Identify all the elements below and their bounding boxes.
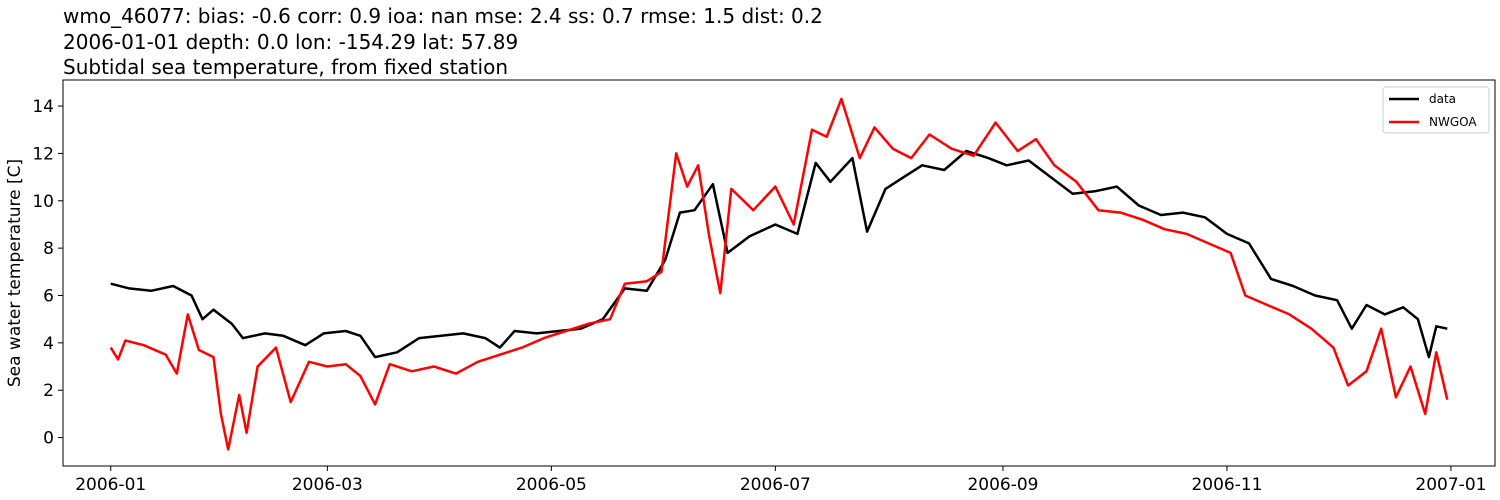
x-tick-label: 2006-01 <box>75 475 146 495</box>
series-line-nwgoa <box>109 97 1449 451</box>
y-tick-label: 2 <box>43 381 54 401</box>
y-tick-label: 12 <box>32 144 54 164</box>
axis-ticks: 2006-01 2006-03 2006-05 2006-07 2006-09 2006-… <box>32 97 1486 495</box>
x-tick-label: 2006-05 <box>516 475 587 495</box>
plot-frame <box>62 79 1496 467</box>
y-tick-label: 0 <box>43 429 54 449</box>
x-tick-label: 2006-11 <box>1191 475 1262 495</box>
y-tick-label: 6 <box>43 286 54 306</box>
legend-label: NWGOA <box>1429 115 1477 129</box>
x-tick-label: 2007-01 <box>1415 475 1486 495</box>
y-tick-label: 4 <box>43 334 54 354</box>
y-tick-label: 14 <box>32 97 54 117</box>
y-tick-label: 10 <box>32 192 54 212</box>
y-axis-label: Sea water temperature [C] <box>5 159 25 387</box>
series-layer <box>109 97 1449 451</box>
x-tick-label: 2006-07 <box>740 475 811 495</box>
legend: data NWGOA <box>1382 86 1490 134</box>
x-tick-label: 2006-09 <box>967 475 1038 495</box>
title-line-2: 2006-01-01 depth: 0.0 lon: -154.29 lat: … <box>63 30 519 54</box>
title-line-1: wmo_46077: bias: -0.6 corr: 0.9 ioa: nan… <box>63 4 823 28</box>
series-line-data <box>110 149 1448 359</box>
y-tick-label: 8 <box>43 239 54 259</box>
legend-label: data <box>1429 92 1456 106</box>
title-line-3: Subtidal sea temperature, from fixed sta… <box>63 55 508 79</box>
x-tick-label: 2006-03 <box>292 475 363 495</box>
